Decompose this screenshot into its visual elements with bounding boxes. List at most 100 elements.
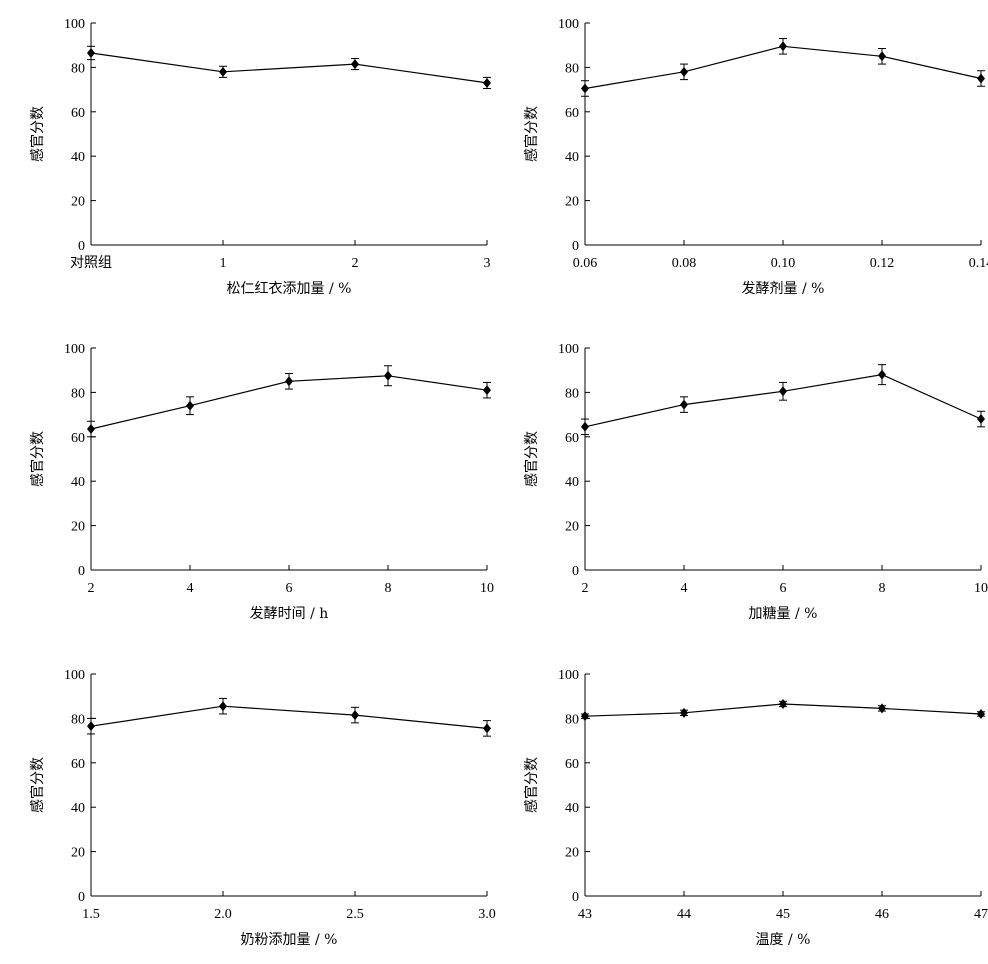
x-tick-label: 0.10 [771,256,796,271]
y-tick-label: 40 [565,801,579,816]
data-point [581,83,589,94]
data-point [351,710,359,721]
data-point [219,701,227,712]
y-tick-label: 60 [565,431,579,446]
x-tick-label: 0.12 [870,256,895,271]
data-point [977,73,985,84]
x-tick-label: 6 [780,581,787,596]
x-tick-label: 3.0 [478,907,496,922]
x-tick-label: 1.5 [82,907,100,922]
data-point [878,51,886,62]
data-point [977,414,985,425]
chart-panel-6: 0 20 40 60 80 100 43 44 45 46 47 温度 / % 感官分数 [494,651,988,961]
y-tick-label: 60 [71,431,85,446]
y-tick-label: 40 [71,801,85,816]
y-tick-label: 40 [565,475,579,490]
data-point [186,400,194,411]
y-axis-title: 感官分数 [29,106,46,162]
x-tick-label: 1 [220,256,227,271]
x-axis-title: 加糖量 / % [749,606,818,622]
chart-svg-5: 0 20 40 60 80 100 1.5 2.0 2.5 3.0 奶粉添加量 / % 感官分数 [29,668,496,948]
y-tick-label: 40 [71,475,85,490]
series-line [90,52,488,84]
y-tick-label: 0 [78,890,85,905]
y-tick-label: 80 [565,61,579,76]
x-tick-label: 4 [187,581,194,596]
x-tick-label: 45 [776,907,790,922]
y-tick-label: 60 [565,106,579,121]
x-tick-label: 6 [286,581,293,596]
y-axis-title: 感官分数 [29,431,46,487]
x-tick-label: 2 [582,581,589,596]
chart-panel-2: 0 20 40 60 80 100 0.06 0.08 0.10 0.12 0.14 发酵剂量 / %… [494,0,988,310]
chart-svg-3: 0 20 40 60 80 100 2 4 6 8 10 发酵时间 / h 感官分数 [29,342,494,622]
y-tick-label: 20 [71,520,85,535]
y-tick-label: 100 [558,17,579,32]
chart-panel-4: 0 20 40 60 80 100 2 4 6 8 10 加糖量 / % 感官分数 [494,325,988,635]
y-axis-title: 感官分数 [523,106,540,162]
y-tick-label: 0 [572,239,579,254]
data-point [878,703,886,714]
data-point [779,386,787,397]
data-point [87,47,95,58]
y-tick-label: 0 [572,890,579,905]
chart-svg-6: 0 20 40 60 80 100 43 44 45 46 47 温度 / % 感官分数 [523,668,988,948]
y-tick-label: 100 [64,342,85,357]
y-tick-label: 20 [565,846,579,861]
data-point [87,721,95,732]
y-tick-label: 0 [572,564,579,579]
x-axis-title: 松仁红衣添加量 / % [227,281,352,297]
data-point [878,369,886,380]
x-tick-label: 43 [578,907,592,922]
y-tick-label: 20 [565,195,579,210]
y-tick-label: 100 [64,17,85,32]
x-tick-label: 47 [974,907,988,922]
y-tick-label: 80 [71,386,85,401]
x-tick-label: 0.14 [969,256,988,271]
x-tick-label: 44 [677,907,691,922]
x-tick-label: 10 [974,581,988,596]
data-point [87,424,95,435]
y-tick-label: 40 [565,150,579,165]
y-tick-label: 20 [71,195,85,210]
y-tick-label: 100 [558,668,579,683]
x-tick-label: 0.08 [672,256,697,271]
chart-panel-1: 0 20 40 60 80 100 对照组 1 2 3 松仁红衣添加量 / % 感官分数 [0,0,494,310]
x-tick-label: 0.06 [573,256,598,271]
data-point [680,399,688,410]
data-point [680,66,688,77]
y-tick-label: 100 [558,342,579,357]
data-point [779,698,787,709]
y-axis-title: 感官分数 [29,757,46,813]
data-point [351,59,359,70]
chart-svg-4: 0 20 40 60 80 100 2 4 6 8 10 加糖量 / % 感官分数 [523,342,988,622]
y-axis-title: 感官分数 [523,431,540,487]
x-tick-label: 2 [352,256,359,271]
data-point [384,370,392,381]
x-tick-label: 2.0 [214,907,232,922]
y-tick-label: 60 [71,106,85,121]
y-tick-label: 20 [71,846,85,861]
x-tick-label: 8 [385,581,392,596]
y-tick-label: 20 [565,520,579,535]
data-point [779,41,787,52]
data-point [483,77,491,88]
y-tick-label: 80 [71,61,85,76]
y-tick-label: 80 [565,712,579,727]
chart-panel-5: 0 20 40 60 80 100 1.5 2.0 2.5 3.0 奶粉添加量 / % 感官分数 [0,651,496,961]
x-tick-label: 2.5 [346,907,364,922]
x-axis-title: 发酵剂量 / % [742,281,825,297]
chart-svg-1: 0 20 40 60 80 100 对照组 1 2 3 松仁红衣添加量 / % 感官分数 [29,17,491,297]
x-tick-label: 对照组 [70,255,112,271]
x-axis-title: 温度 / % [756,932,811,948]
data-point [483,385,491,396]
x-tick-label: 3 [484,256,491,271]
x-tick-label: 2 [88,581,95,596]
y-tick-label: 40 [71,150,85,165]
chart-panel-3: 0 20 40 60 80 100 2 4 6 8 10 发酵时间 / h 感官分数 [0,325,494,635]
chart-svg-2: 0 20 40 60 80 100 0.06 0.08 0.10 0.12 0.14 发酵剂量 / %… [523,17,988,297]
x-tick-label: 46 [875,907,889,922]
data-point [680,707,688,718]
y-tick-label: 60 [71,757,85,772]
y-axis-title: 感官分数 [523,757,540,813]
